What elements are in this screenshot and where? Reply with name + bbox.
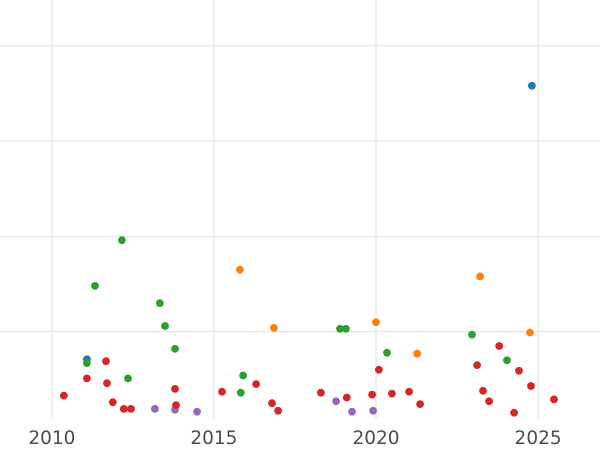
data-point-red (103, 379, 111, 388)
data-point-green (124, 374, 132, 383)
data-point-red (171, 385, 179, 393)
data-point-red (108, 398, 117, 407)
data-point-red (405, 387, 413, 396)
data-point-green (171, 344, 179, 353)
data-point-red (485, 397, 493, 406)
data-point-orange (372, 318, 380, 327)
data-point-green (161, 322, 169, 330)
x-tick-label: 2010 (28, 428, 75, 449)
data-point-green (342, 324, 350, 333)
data-point-red (317, 388, 325, 397)
data-point-red (252, 380, 260, 388)
data-point-red (479, 386, 487, 395)
x-tick-label: 2015 (190, 428, 237, 449)
data-point-purple (369, 406, 377, 415)
data-point-orange (526, 328, 534, 337)
data-point-orange (270, 324, 278, 332)
data-point-red (515, 366, 523, 375)
data-point-green (468, 330, 476, 339)
data-point-orange (476, 272, 484, 281)
data-point-green (239, 371, 248, 380)
data-point-green (236, 388, 245, 397)
data-point-orange (236, 265, 244, 274)
data-point-red (342, 393, 351, 402)
x-tick-label: 2025 (515, 428, 562, 449)
data-point-red (368, 390, 376, 399)
data-point-purple (332, 397, 340, 406)
data-point-green (336, 324, 344, 333)
data-point-red (473, 361, 481, 369)
data-point-red (102, 357, 110, 366)
data-point-red (495, 342, 504, 350)
data-point-green (503, 356, 511, 365)
data-point-red (375, 365, 383, 374)
data-point-red (510, 408, 518, 417)
data-point-red (388, 389, 396, 398)
data-point-red (550, 395, 558, 404)
data-point-purple (193, 407, 202, 416)
data-point-purple (348, 407, 356, 416)
data-point-green (383, 348, 391, 357)
data-point-red (268, 399, 276, 408)
data-point-green (155, 299, 164, 307)
data-point-blue (528, 81, 536, 90)
data-point-red (83, 374, 91, 383)
data-point-green (91, 282, 99, 290)
x-tick-label: 2020 (352, 428, 399, 449)
data-point-red (218, 387, 226, 396)
data-point-purple (151, 405, 159, 413)
data-point-orange (413, 349, 422, 358)
data-point-red (127, 405, 135, 413)
data-point-red (119, 405, 128, 413)
data-point-red (274, 406, 282, 415)
data-point-red (172, 401, 180, 409)
data-point-red (60, 391, 68, 400)
data-point-green (118, 236, 126, 245)
data-point-green (83, 359, 91, 367)
data-point-red (527, 382, 535, 390)
data-point-red (416, 400, 424, 408)
